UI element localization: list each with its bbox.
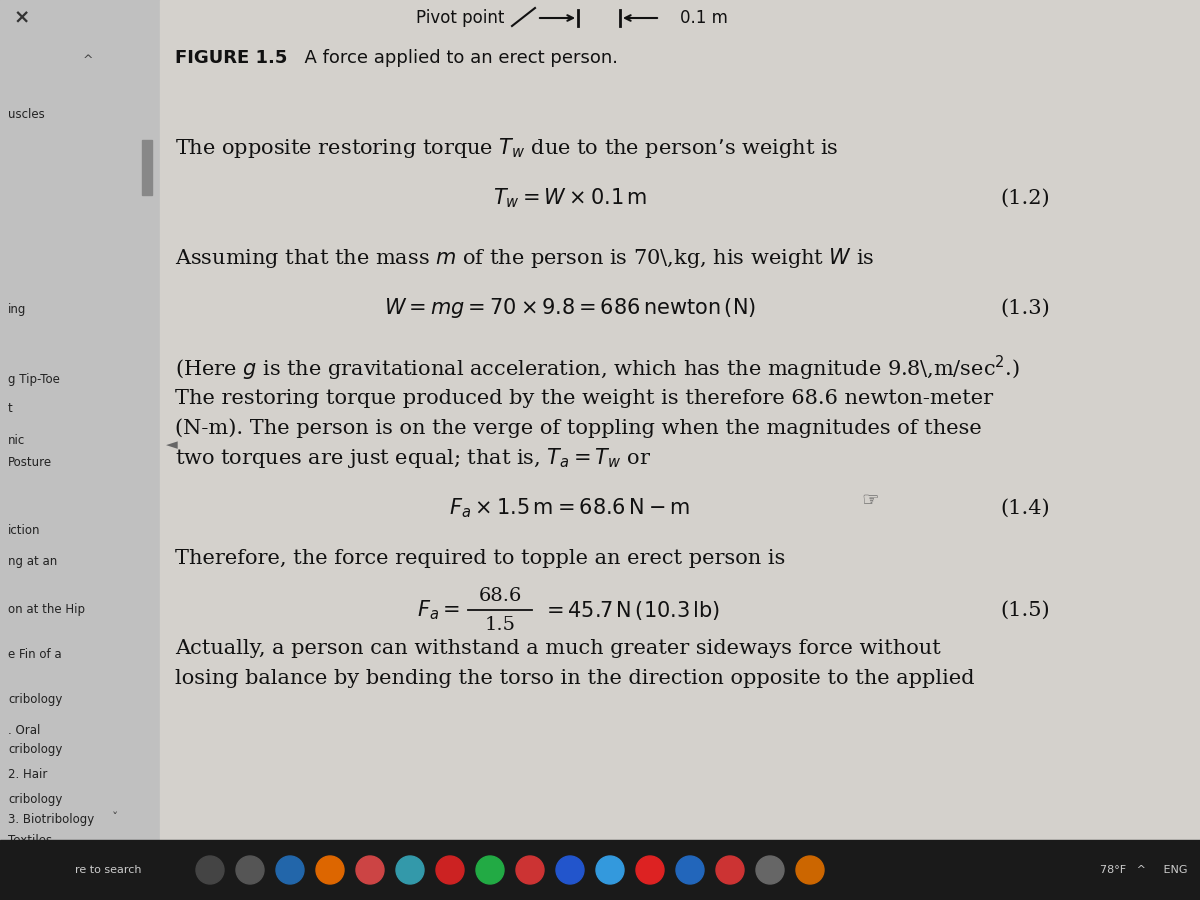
Text: The restoring torque produced by the weight is therefore 68.6 newton-meter: The restoring torque produced by the wei… — [175, 389, 994, 408]
Text: The opposite restoring torque $T_w$ due to the person’s weight is: The opposite restoring torque $T_w$ due … — [175, 136, 839, 160]
Circle shape — [636, 856, 664, 884]
Text: cribology: cribology — [8, 743, 62, 757]
Text: 1.5: 1.5 — [485, 616, 516, 634]
Circle shape — [396, 856, 424, 884]
Circle shape — [596, 856, 624, 884]
Text: (1.3): (1.3) — [1001, 299, 1050, 318]
Text: Therefore, the force required to topple an erect person is: Therefore, the force required to topple … — [175, 548, 785, 568]
Text: Assuming that the mass $m$ of the person is 70\,kg, his weight $W$ is: Assuming that the mass $m$ of the person… — [175, 246, 875, 270]
Text: (1.2): (1.2) — [1001, 188, 1050, 208]
Text: (1.4): (1.4) — [1001, 499, 1050, 517]
Text: g Tip-Toe: g Tip-Toe — [8, 374, 60, 386]
Text: $T_w = W\times 0.1\,\mathrm{m}$: $T_w = W\times 0.1\,\mathrm{m}$ — [493, 186, 647, 210]
Text: two torques are just equal; that is, $T_a = T_w$ or: two torques are just equal; that is, $T_… — [175, 446, 652, 470]
Circle shape — [316, 856, 344, 884]
Circle shape — [236, 856, 264, 884]
Circle shape — [716, 856, 744, 884]
Text: nic: nic — [8, 434, 25, 446]
Text: er 3: Translational: er 3: Translational — [8, 871, 114, 885]
Circle shape — [276, 856, 304, 884]
Bar — [160, 0, 1200, 840]
Text: ×: × — [14, 8, 30, 28]
Text: (N-m). The person is on the verge of toppling when the magnitudes of these: (N-m). The person is on the verge of top… — [175, 418, 982, 437]
Text: ^: ^ — [83, 53, 94, 67]
Circle shape — [476, 856, 504, 884]
Text: ˇ: ˇ — [112, 812, 119, 824]
Text: Textiles: Textiles — [8, 833, 52, 847]
Bar — [142, 140, 152, 195]
Text: ng at an: ng at an — [8, 555, 58, 569]
Text: e Fin of a: e Fin of a — [8, 649, 61, 662]
Circle shape — [196, 856, 224, 884]
Text: Actually, a person can withstand a much greater sideways force without: Actually, a person can withstand a much … — [175, 638, 941, 658]
Text: ☞: ☞ — [862, 491, 878, 509]
Circle shape — [356, 856, 384, 884]
Text: . Oral: . Oral — [8, 724, 41, 736]
Text: Posture: Posture — [8, 455, 52, 469]
Text: ing: ing — [8, 303, 26, 317]
Circle shape — [436, 856, 464, 884]
Text: iction: iction — [8, 524, 41, 536]
Text: FIGURE 1.5: FIGURE 1.5 — [175, 49, 287, 67]
Text: ◄: ◄ — [166, 437, 178, 453]
Text: $= 45.7\,\mathrm{N}\,(10.3\,\mathrm{lb})$: $= 45.7\,\mathrm{N}\,(10.3\,\mathrm{lb})… — [542, 598, 720, 622]
Text: cribology: cribology — [8, 794, 62, 806]
Text: (Here $g$ is the gravitational acceleration, which has the magnitude 9.8\,m/sec$: (Here $g$ is the gravitational accelerat… — [175, 354, 1020, 382]
Text: t: t — [8, 401, 13, 415]
Text: 3. Biotribology: 3. Biotribology — [8, 814, 95, 826]
Text: re to search: re to search — [74, 865, 142, 875]
Text: A force applied to an erect person.: A force applied to an erect person. — [293, 49, 618, 67]
Text: cribology: cribology — [8, 694, 62, 706]
Text: $F_a\times 1.5\,\mathrm{m} = 68.6\,\mathrm{N}-\mathrm{m}$: $F_a\times 1.5\,\mathrm{m} = 68.6\,\math… — [449, 496, 691, 520]
Text: $F_a =$: $F_a =$ — [416, 598, 460, 622]
Circle shape — [516, 856, 544, 884]
Text: uscles: uscles — [8, 109, 44, 122]
Text: losing balance by bending the torso in the direction opposite to the applied: losing balance by bending the torso in t… — [175, 669, 974, 688]
Text: $W = mg = 70\times 9.8 = 686\,\mathrm{newton\,(N)}$: $W = mg = 70\times 9.8 = 686\,\mathrm{ne… — [384, 296, 756, 320]
Text: 0.1 m: 0.1 m — [680, 9, 728, 27]
Text: 78°F   ^     ENG: 78°F ^ ENG — [1100, 865, 1188, 875]
Text: Pivot point: Pivot point — [416, 9, 504, 27]
Bar — [0, 840, 1200, 900]
Text: 68.6: 68.6 — [479, 587, 522, 605]
Circle shape — [676, 856, 704, 884]
Text: on at the Hip: on at the Hip — [8, 604, 85, 617]
Bar — [0, 0, 160, 840]
Text: (1.5): (1.5) — [1001, 600, 1050, 619]
Circle shape — [756, 856, 784, 884]
Text: cises: cises — [8, 853, 37, 867]
Circle shape — [796, 856, 824, 884]
Circle shape — [556, 856, 584, 884]
Text: 2. Hair: 2. Hair — [8, 769, 47, 781]
